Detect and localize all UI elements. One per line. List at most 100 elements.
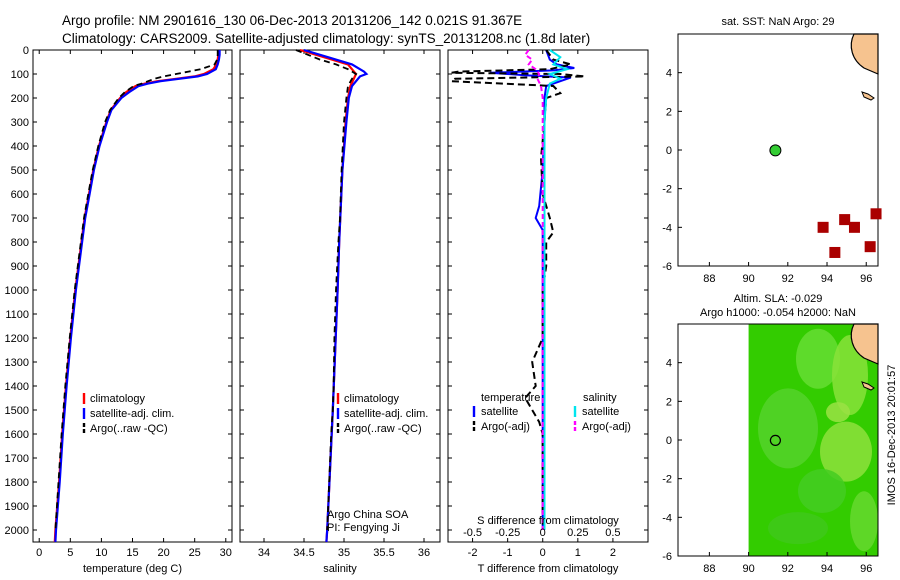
- y-tick-label: -2: [662, 474, 672, 486]
- s-diff-tick-label: -0.25: [495, 527, 520, 539]
- legend-label: Argo(..raw -QC): [344, 423, 422, 435]
- x-tick-label: 96: [860, 273, 872, 285]
- sla-anomaly-patch: [832, 335, 868, 416]
- x-tick-label: 2: [610, 547, 616, 559]
- land-island: [861, 91, 875, 101]
- x-tick-label: 92: [782, 563, 794, 575]
- sst-anomaly-box: [870, 208, 882, 220]
- sla-map-title: Altim. SLA: -0.029: [734, 293, 823, 305]
- y-tick-label: 300: [11, 117, 29, 129]
- figure-title-line1: Argo profile: NM 2901616_130 06-Dec-2013…: [62, 13, 523, 28]
- x-tick-label: 35: [338, 547, 350, 559]
- s-diff-axis-label: S difference from climatology: [477, 515, 619, 527]
- x-tick-label: 15: [126, 547, 138, 559]
- y-tick-label: 0: [666, 435, 672, 447]
- figure-title-line2: Climatology: CARS2009. Satellite-adjuste…: [62, 31, 591, 46]
- sla-map-panel: 88 90 92 94 96 -6 -4 -2 0 2 4 Altim. SLA: -0.029 Arg…: [662, 293, 879, 575]
- s-diff-tick-label: -0.5: [463, 527, 482, 539]
- series-line-t-satellite: [490, 49, 575, 530]
- temperature-legend-title: temperature: [481, 392, 540, 404]
- y-tick-label: 500: [11, 165, 29, 177]
- sla-anomaly-patch: [798, 469, 846, 514]
- timestamp-text: IMOS 16-Dec-2013 20:01:57: [886, 364, 898, 506]
- temperature-xlabel: temperature (deg C): [83, 563, 182, 575]
- x-tick-label: 94: [821, 273, 833, 285]
- differences-axes-frame: [447, 49, 649, 543]
- y-tick-label: 1500: [5, 405, 29, 417]
- y-tick-label: 2: [666, 106, 672, 118]
- y-tick-label: -6: [662, 551, 672, 563]
- sla-anomaly-patch: [796, 328, 840, 389]
- y-tick-label: 2000: [5, 525, 29, 537]
- legend-label: satellite-adj. clim.: [344, 408, 428, 420]
- y-tick-label: 1700: [5, 453, 29, 465]
- legend-label: Argo(-adj): [582, 421, 631, 433]
- y-tick-label: 0: [23, 45, 29, 57]
- y-tick-label: 4: [666, 358, 672, 370]
- argo-float-marker: [769, 434, 781, 447]
- legend-label: satellite: [582, 406, 619, 418]
- pi-annotation: PI: Fengying Ji: [327, 522, 400, 534]
- argo-float-marker: [769, 144, 782, 157]
- series-line-s-argo-adj-: [523, 49, 544, 530]
- x-tick-label: 0: [36, 547, 42, 559]
- temperature-axes-frame: [32, 49, 233, 543]
- y-tick-label: 900: [11, 261, 29, 273]
- x-tick-label: -1: [503, 547, 513, 559]
- x-tick-label: 88: [703, 563, 715, 575]
- y-tick-label: 1600: [5, 429, 29, 441]
- sst-anomaly-box: [839, 214, 851, 226]
- x-tick-label: 94: [821, 563, 833, 575]
- timestamp-side-label: IMOS 16-Dec-2013 20:01:57: [885, 330, 899, 540]
- series-line-argo-raw-qc-: [295, 49, 358, 531]
- s-diff-tick-label: 0: [540, 527, 546, 539]
- x-tick-label: 25: [189, 547, 201, 559]
- y-tick-label: -2: [662, 184, 672, 196]
- x-tick-label: 20: [157, 547, 169, 559]
- y-tick-label: 600: [11, 189, 29, 201]
- y-tick-label: 1000: [5, 285, 29, 297]
- x-tick-label: 90: [742, 563, 754, 575]
- y-tick-label: 1900: [5, 501, 29, 513]
- difference-profile-panel: -2 -1 0 1 2 T difference from climatology -0.5…: [447, 49, 649, 575]
- sst-map-panel: 88 90 92 94 96 -6 -4 -2 0 2 4 sat. SST: NaN Argo: 2…: [662, 16, 882, 285]
- y-tick-label: 800: [11, 237, 29, 249]
- sst-anomaly-box: [817, 221, 829, 233]
- sst-anomaly-box: [848, 221, 860, 233]
- legend-label: Argo(-adj): [481, 421, 530, 433]
- y-tick-label: 200: [11, 93, 29, 105]
- x-tick-label: 92: [782, 273, 794, 285]
- sla-anomaly-patch: [758, 388, 818, 469]
- y-tick-label: 1300: [5, 357, 29, 369]
- y-tick-label: 1800: [5, 477, 29, 489]
- x-tick-label: 1: [575, 547, 581, 559]
- sla-map-subtitle: Argo h1000: -0.054 h2000: NaN: [700, 307, 856, 319]
- y-tick-label: 700: [11, 213, 29, 225]
- x-tick-label: 88: [703, 273, 715, 285]
- salinity-profile-panel: 34 34.5 35 35.5 36 salinity climatology satelli…: [239, 48, 441, 575]
- y-tick-label: 2: [666, 396, 672, 408]
- x-tick-label: 36: [418, 547, 430, 559]
- land-island: [861, 381, 875, 391]
- x-tick-label: 96: [860, 563, 872, 575]
- x-tick-label: 34: [258, 547, 270, 559]
- y-tick-label: -6: [662, 261, 672, 273]
- land-sumatra: [850, 33, 879, 75]
- sla-anomaly-patch: [768, 512, 828, 545]
- series-line-s-satellite: [543, 49, 571, 530]
- legend-label: climatology: [90, 393, 146, 405]
- y-tick-label: 1400: [5, 381, 29, 393]
- x-tick-label: 90: [742, 273, 754, 285]
- y-tick-label: -4: [662, 512, 672, 524]
- s-diff-tick-label: 0.5: [605, 527, 620, 539]
- s-diff-tick-label: 0.25: [567, 527, 588, 539]
- salinity-xlabel: salinity: [323, 563, 357, 575]
- y-tick-label: 400: [11, 141, 29, 153]
- y-tick-label: 0: [666, 145, 672, 157]
- land-sumatra: [850, 323, 879, 365]
- salinity-legend-title: salinity: [583, 392, 617, 404]
- sla-anomaly-patch: [850, 491, 878, 552]
- legend-label: satellite-adj. clim.: [90, 408, 174, 420]
- x-tick-label: 35.5: [373, 547, 394, 559]
